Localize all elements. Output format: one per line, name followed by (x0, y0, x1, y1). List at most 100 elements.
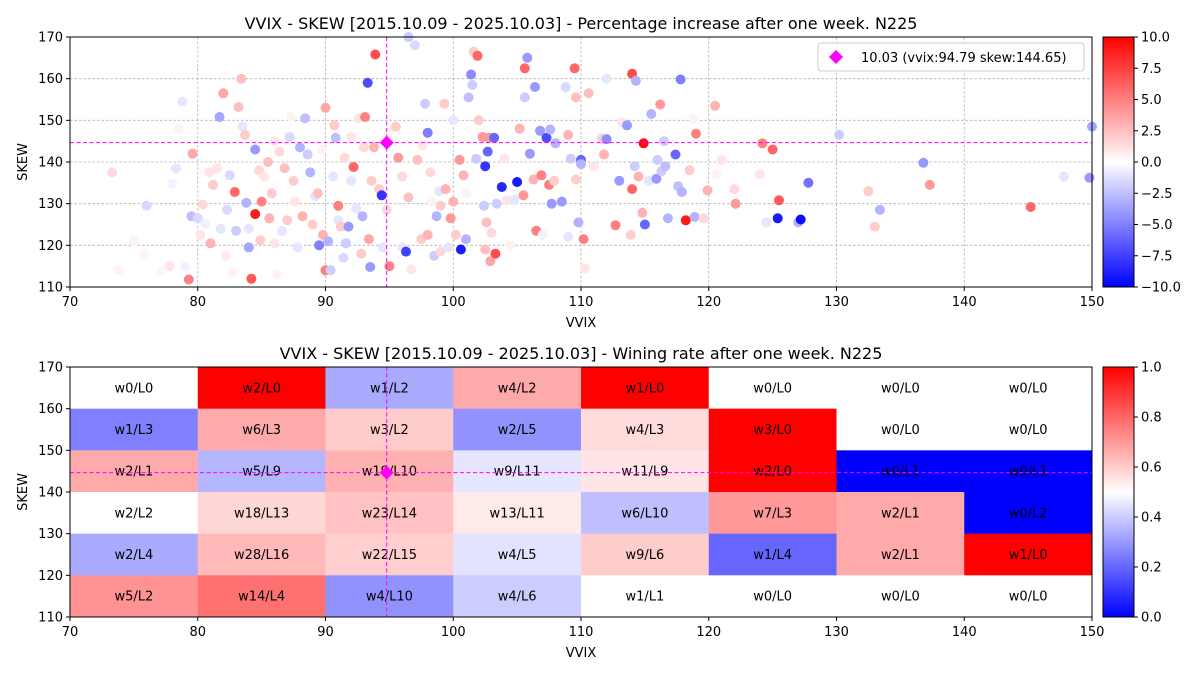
scatter-point (214, 112, 225, 122)
heatmap-cell (708, 408, 837, 451)
scatter-point (369, 142, 379, 153)
scatter-point (343, 221, 354, 232)
scatter-point (545, 124, 556, 135)
scatter-point (471, 153, 482, 164)
scatter-point (530, 82, 540, 92)
scatter-point (458, 170, 469, 181)
scatter-point (440, 184, 451, 195)
heatmap-y-label: SKEW (16, 473, 31, 511)
scatter-point (330, 132, 341, 143)
scatter-point (378, 242, 388, 253)
current-diamond-icon (379, 465, 394, 480)
scatter-point (269, 238, 280, 249)
scatter-point (774, 195, 784, 206)
scatter-point (659, 136, 669, 147)
scatter-point (546, 198, 557, 209)
heatmap-cell (197, 450, 326, 493)
x-tick-label: 150 (1080, 295, 1105, 310)
scatter-point (472, 50, 483, 61)
scatter-point (439, 98, 450, 109)
scatter-point (639, 219, 650, 230)
scatter-point (629, 161, 640, 172)
scatter-point (918, 157, 929, 168)
scatter-point (680, 215, 691, 226)
scatter-point (556, 196, 567, 207)
scatter-point (662, 213, 673, 224)
scatter-point (698, 213, 709, 224)
x-tick-label: 90 (317, 295, 334, 310)
heatmap-cell-label: w0/L0 (881, 590, 920, 605)
x-tick-label: 120 (696, 295, 721, 310)
scatter-point (576, 159, 586, 170)
scatter-point (320, 102, 331, 113)
scatter-point (187, 148, 198, 159)
scatter-point (512, 177, 523, 187)
scatter-point (445, 213, 456, 224)
scatter-point (579, 263, 590, 274)
y-tick-label: 170 (38, 31, 63, 46)
scatter-point (192, 213, 203, 224)
scatter-point (246, 273, 257, 284)
scatter-point (205, 238, 216, 249)
heatmap-cell-label: w1/L2 (370, 381, 409, 396)
scatter-point (403, 192, 414, 203)
heatmap-cell (453, 450, 582, 493)
colorbar-tick-label: 0.4 (1141, 511, 1162, 526)
colorbar-tick-label: 0.6 (1141, 461, 1162, 476)
heatmap-cell-label: w0/L0 (114, 381, 153, 396)
heatmap-cell (197, 575, 326, 618)
scatter-point (461, 188, 471, 199)
scatter-point (167, 178, 178, 189)
heatmap-cell (964, 492, 1093, 535)
scatter-point (614, 175, 625, 186)
scatter-point (499, 153, 510, 164)
heatmap-cell (325, 533, 454, 576)
scatter-point (139, 248, 150, 259)
y-tick-label: 160 (38, 402, 63, 417)
scatter-point (1025, 202, 1036, 212)
x-tick-label: 70 (62, 295, 79, 310)
scatter-point (297, 211, 308, 222)
scatter-point (107, 167, 118, 178)
heatmap-cell-label: w0/L0 (753, 381, 792, 396)
scatter-point (243, 223, 254, 234)
x-tick-label: 110 (569, 625, 594, 640)
scatter-point (625, 229, 636, 240)
scatter-point (366, 175, 377, 186)
heatmap-cell (70, 492, 199, 535)
scatter-point (505, 240, 516, 251)
scatter-point (255, 235, 266, 246)
heatmap-cell-label: w0/L0 (753, 590, 792, 605)
scatter-y-ticks: 110 120 130 140 150 160 170 (38, 31, 70, 296)
heatmap-cell-label: w2/L0 (242, 381, 281, 396)
scatter-point (622, 120, 632, 131)
y-tick-label: 130 (38, 527, 63, 542)
heatmap-cell-label: w5/L2 (114, 590, 153, 605)
heatmap-cell (70, 450, 199, 493)
scatter-point (514, 123, 525, 134)
scatter-point (302, 149, 313, 160)
scatter-point (215, 223, 226, 234)
scatter-point (363, 234, 374, 245)
scatter-point (627, 184, 638, 195)
heatmap-cell-label: w4/L10 (366, 590, 413, 605)
heatmap-cell (70, 575, 199, 618)
scatter-point (448, 115, 459, 126)
scatter-point (480, 161, 491, 172)
scatter-point (362, 77, 373, 88)
scatter-point (729, 184, 740, 195)
scatter-point (269, 136, 280, 147)
scatter-panel: VVIX - SKEW [2015.10.09 - 2025.10.03] - … (16, 14, 1181, 331)
colorbar-tick-label: 2.5 (1141, 124, 1162, 139)
heatmap-cell (453, 367, 582, 410)
heatmap-cell (708, 575, 837, 618)
scatter-point (264, 213, 275, 224)
heatmap-cell-label: w2/L2 (114, 506, 153, 521)
scatter-point (455, 244, 466, 255)
scatter-x-ticks: 70 80 90 100 110 120 130 140 150 (62, 287, 1105, 310)
x-tick-label: 130 (824, 295, 849, 310)
x-tick-label: 150 (1080, 625, 1105, 640)
scatter-point (772, 213, 783, 224)
scatter-point (314, 240, 325, 251)
scatter-point (570, 92, 581, 103)
